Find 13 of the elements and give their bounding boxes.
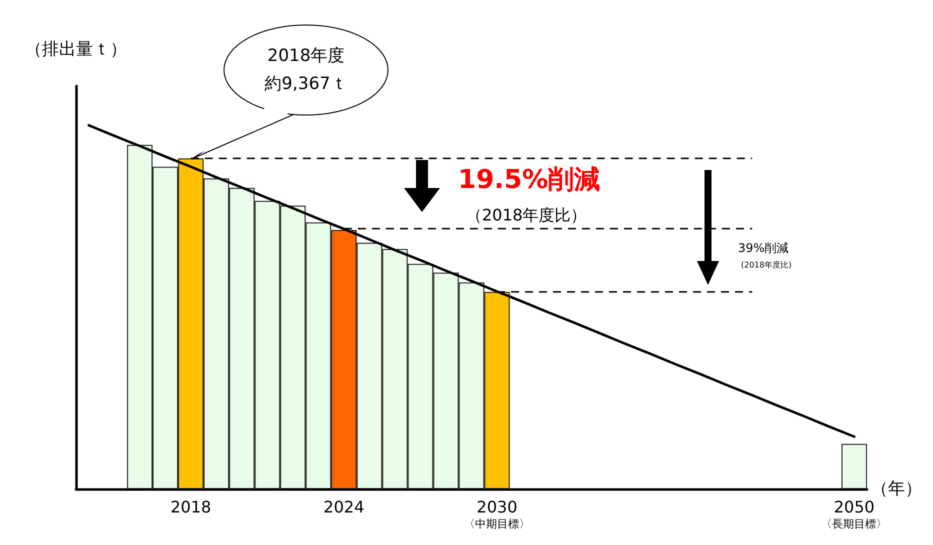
x-tick-label: 2050 〈長期目標〉 xyxy=(821,498,888,530)
annotation: 19.5%削減 xyxy=(458,165,600,195)
x-tick-label: 2030 〈中期目標〉 xyxy=(464,498,530,530)
x-tick-label: 2018 xyxy=(170,498,212,516)
text: 約9,367ｔ xyxy=(264,74,348,94)
x-tick-label: 2024 xyxy=(324,498,364,516)
bar xyxy=(841,444,867,489)
annotation: (2018年度比) xyxy=(741,260,792,270)
annotation: 39%削減 xyxy=(738,241,789,255)
text: 2018年度 xyxy=(267,46,345,66)
y-axis-title: （排出量ｔ） xyxy=(25,40,127,60)
x-axis-title: （年） xyxy=(871,479,922,499)
annotation: （2018年度比） xyxy=(466,206,587,224)
